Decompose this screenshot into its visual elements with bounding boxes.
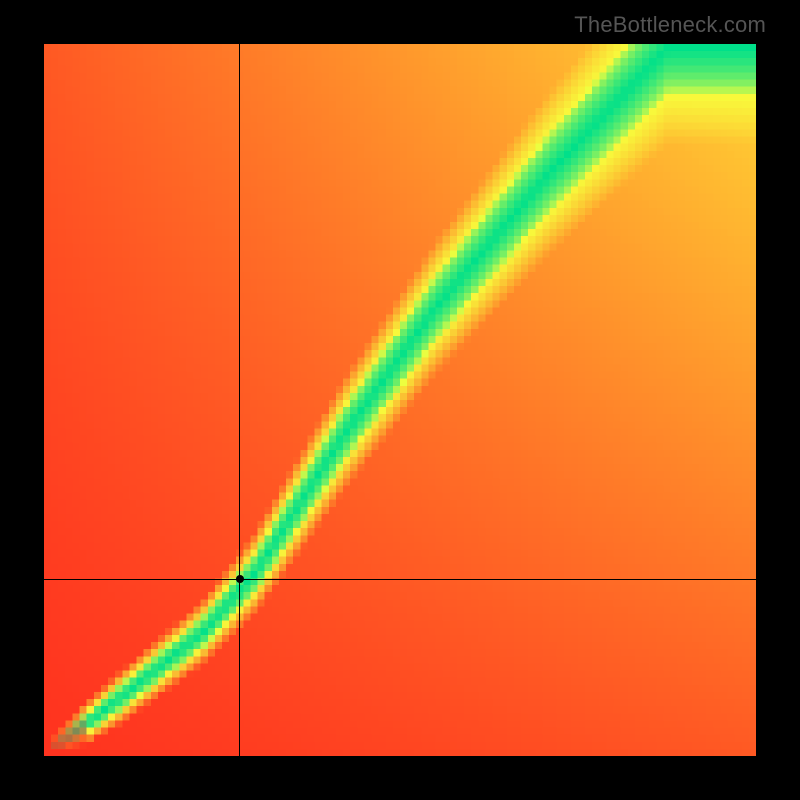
- crosshair-vertical: [239, 44, 240, 756]
- plot-area: [44, 44, 756, 756]
- chart-frame: [0, 0, 800, 800]
- crosshair-marker: [236, 575, 244, 583]
- watermark-text: TheBottleneck.com: [574, 12, 766, 38]
- heatmap-canvas: [44, 44, 756, 756]
- crosshair-horizontal: [44, 579, 756, 580]
